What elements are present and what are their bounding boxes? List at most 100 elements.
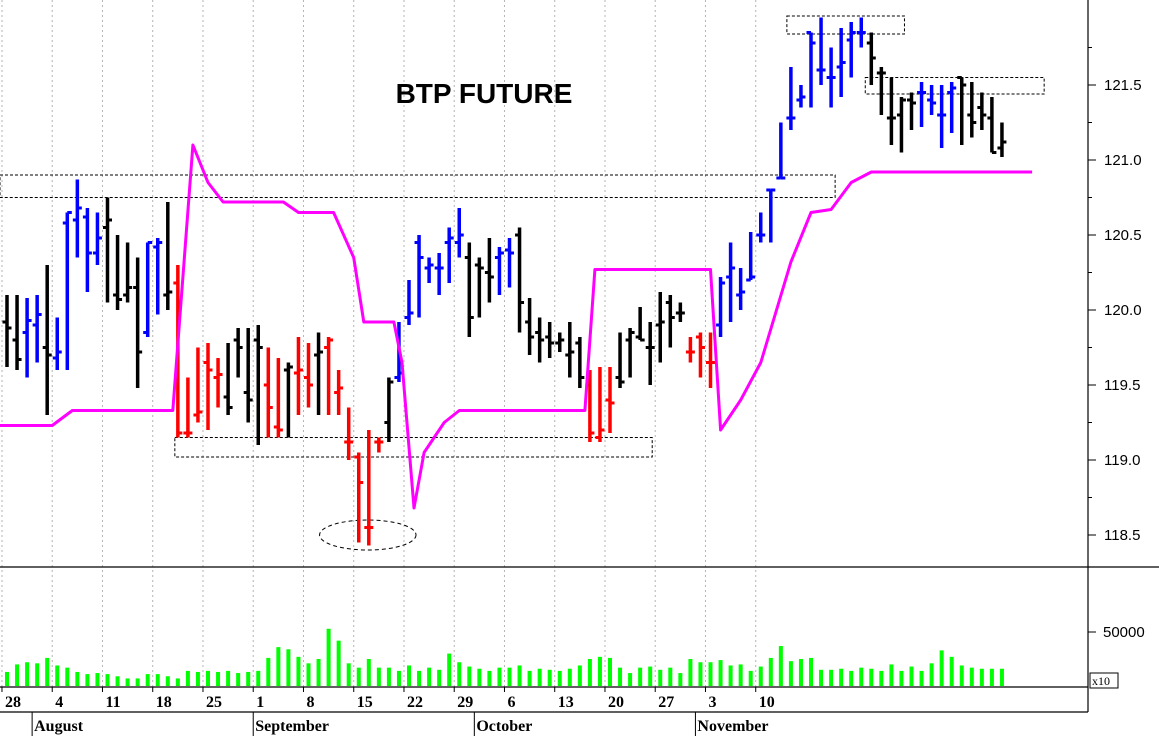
x-tick-label: 22 (407, 694, 423, 711)
ohlc-bar (917, 82, 927, 127)
volume-bar (75, 671, 80, 686)
volume-bar (326, 628, 331, 686)
volume-bar (718, 660, 723, 686)
ohlc-bar (223, 343, 233, 415)
ohlc-bar (525, 298, 535, 355)
ohlc-bar (253, 325, 263, 445)
ohlc-bar (957, 76, 967, 145)
ohlc-bar (133, 257, 143, 388)
indicator-layer (0, 143, 1033, 510)
volume-bar (336, 640, 341, 686)
ohlc-bar (977, 92, 987, 130)
volume-bar (648, 666, 653, 686)
annotation-ellipse (319, 519, 417, 551)
volume-bar (628, 673, 633, 686)
ohlc-bar (736, 268, 746, 310)
volume-bar (346, 663, 351, 686)
volume-bar (959, 665, 964, 686)
ohlc-bar (153, 238, 163, 315)
x-tick-label: 6 (507, 694, 515, 711)
ohlc-bar (625, 328, 635, 378)
ohlc-bar (304, 343, 313, 408)
ohlc-bar (263, 347, 273, 438)
volume-bar (125, 678, 130, 686)
ohlc-bar (826, 47, 836, 108)
volume-bar (55, 665, 60, 686)
ohlc-bar (464, 242, 474, 337)
volume-bar (246, 671, 251, 686)
volume-bar (517, 665, 522, 686)
volume-bar (296, 656, 301, 686)
ohlc-bar (836, 28, 846, 97)
ohlc-bar (424, 257, 434, 283)
y-tick-label: 121.0 (1104, 152, 1142, 169)
volume-bar (165, 676, 170, 686)
volume-bar (537, 668, 542, 686)
axes-frame: x10 (0, 0, 1159, 713)
ohlc-bar (967, 82, 977, 138)
ohlc-bar (886, 77, 896, 145)
volume-bar (507, 667, 512, 686)
ohlc-bar (384, 377, 394, 442)
ohlc-bar (937, 85, 947, 148)
volume-bar (206, 670, 210, 686)
ohlc-bar (62, 211, 72, 370)
ohlc-bar (143, 241, 153, 337)
x-tick-label: 8 (306, 694, 314, 711)
ohlc-bar (746, 232, 756, 282)
ohlc-bar (515, 227, 525, 333)
volume-bar (155, 674, 160, 686)
gridlines (1, 0, 757, 687)
volume-bar (668, 667, 673, 686)
volume-bars (5, 628, 1004, 686)
ohlc-bar (716, 277, 726, 337)
volume-bar (809, 657, 813, 686)
ohlc-bar (806, 31, 816, 108)
volume-bar (266, 657, 271, 686)
price-axis-ticks: 118.5 119.0 119.5 120.0 120.5 121.0 121.5 (1088, 47, 1142, 544)
ohlc-bar (675, 302, 685, 322)
volume-tick-label: 50000 (1103, 624, 1145, 641)
volume-bar (638, 667, 643, 686)
volume-bar (105, 674, 110, 686)
volume-bar (879, 670, 884, 686)
ohlc-bar (796, 85, 806, 108)
volume-bar (949, 656, 954, 686)
volume-bar (316, 659, 321, 686)
ohlc-bar (404, 280, 414, 325)
volume-bar (778, 646, 783, 686)
volume-bar (889, 664, 894, 686)
x-tick-label: 20 (608, 694, 624, 711)
volume-axis-ticks: 50000 (1088, 624, 1145, 641)
y-tick-label: 120.5 (1104, 227, 1142, 244)
volume-bar (608, 657, 612, 686)
volume-bar (527, 670, 532, 686)
ohlc-bar (846, 22, 856, 78)
chart-title: BTP FUTURE (396, 78, 573, 109)
ohlc-bar (364, 430, 374, 546)
ohlc-bar (434, 253, 444, 295)
volume-bar (195, 671, 200, 686)
volume-bar (688, 659, 693, 686)
x-tick-label: 15 (357, 694, 373, 711)
ohlc-bar (505, 238, 514, 288)
ohlc-bar (645, 322, 655, 385)
y-tick-label: 119.5 (1104, 377, 1140, 394)
x-tick-label: 3 (708, 694, 716, 711)
volume-bar (557, 670, 562, 686)
volume-bar (467, 666, 472, 686)
volume-bar (487, 670, 492, 686)
x-tick-label: 10 (759, 694, 775, 711)
volume-bar (437, 669, 442, 686)
ohlc-bar (163, 202, 173, 310)
volume-bar (175, 678, 180, 686)
volume-bar (386, 667, 391, 686)
volume-bar (658, 669, 663, 686)
volume-bar (5, 671, 9, 686)
volume-bar (145, 674, 150, 686)
x-tick-label: 4 (55, 694, 63, 711)
volume-bar (85, 674, 90, 686)
ohlc-bar (123, 242, 133, 303)
